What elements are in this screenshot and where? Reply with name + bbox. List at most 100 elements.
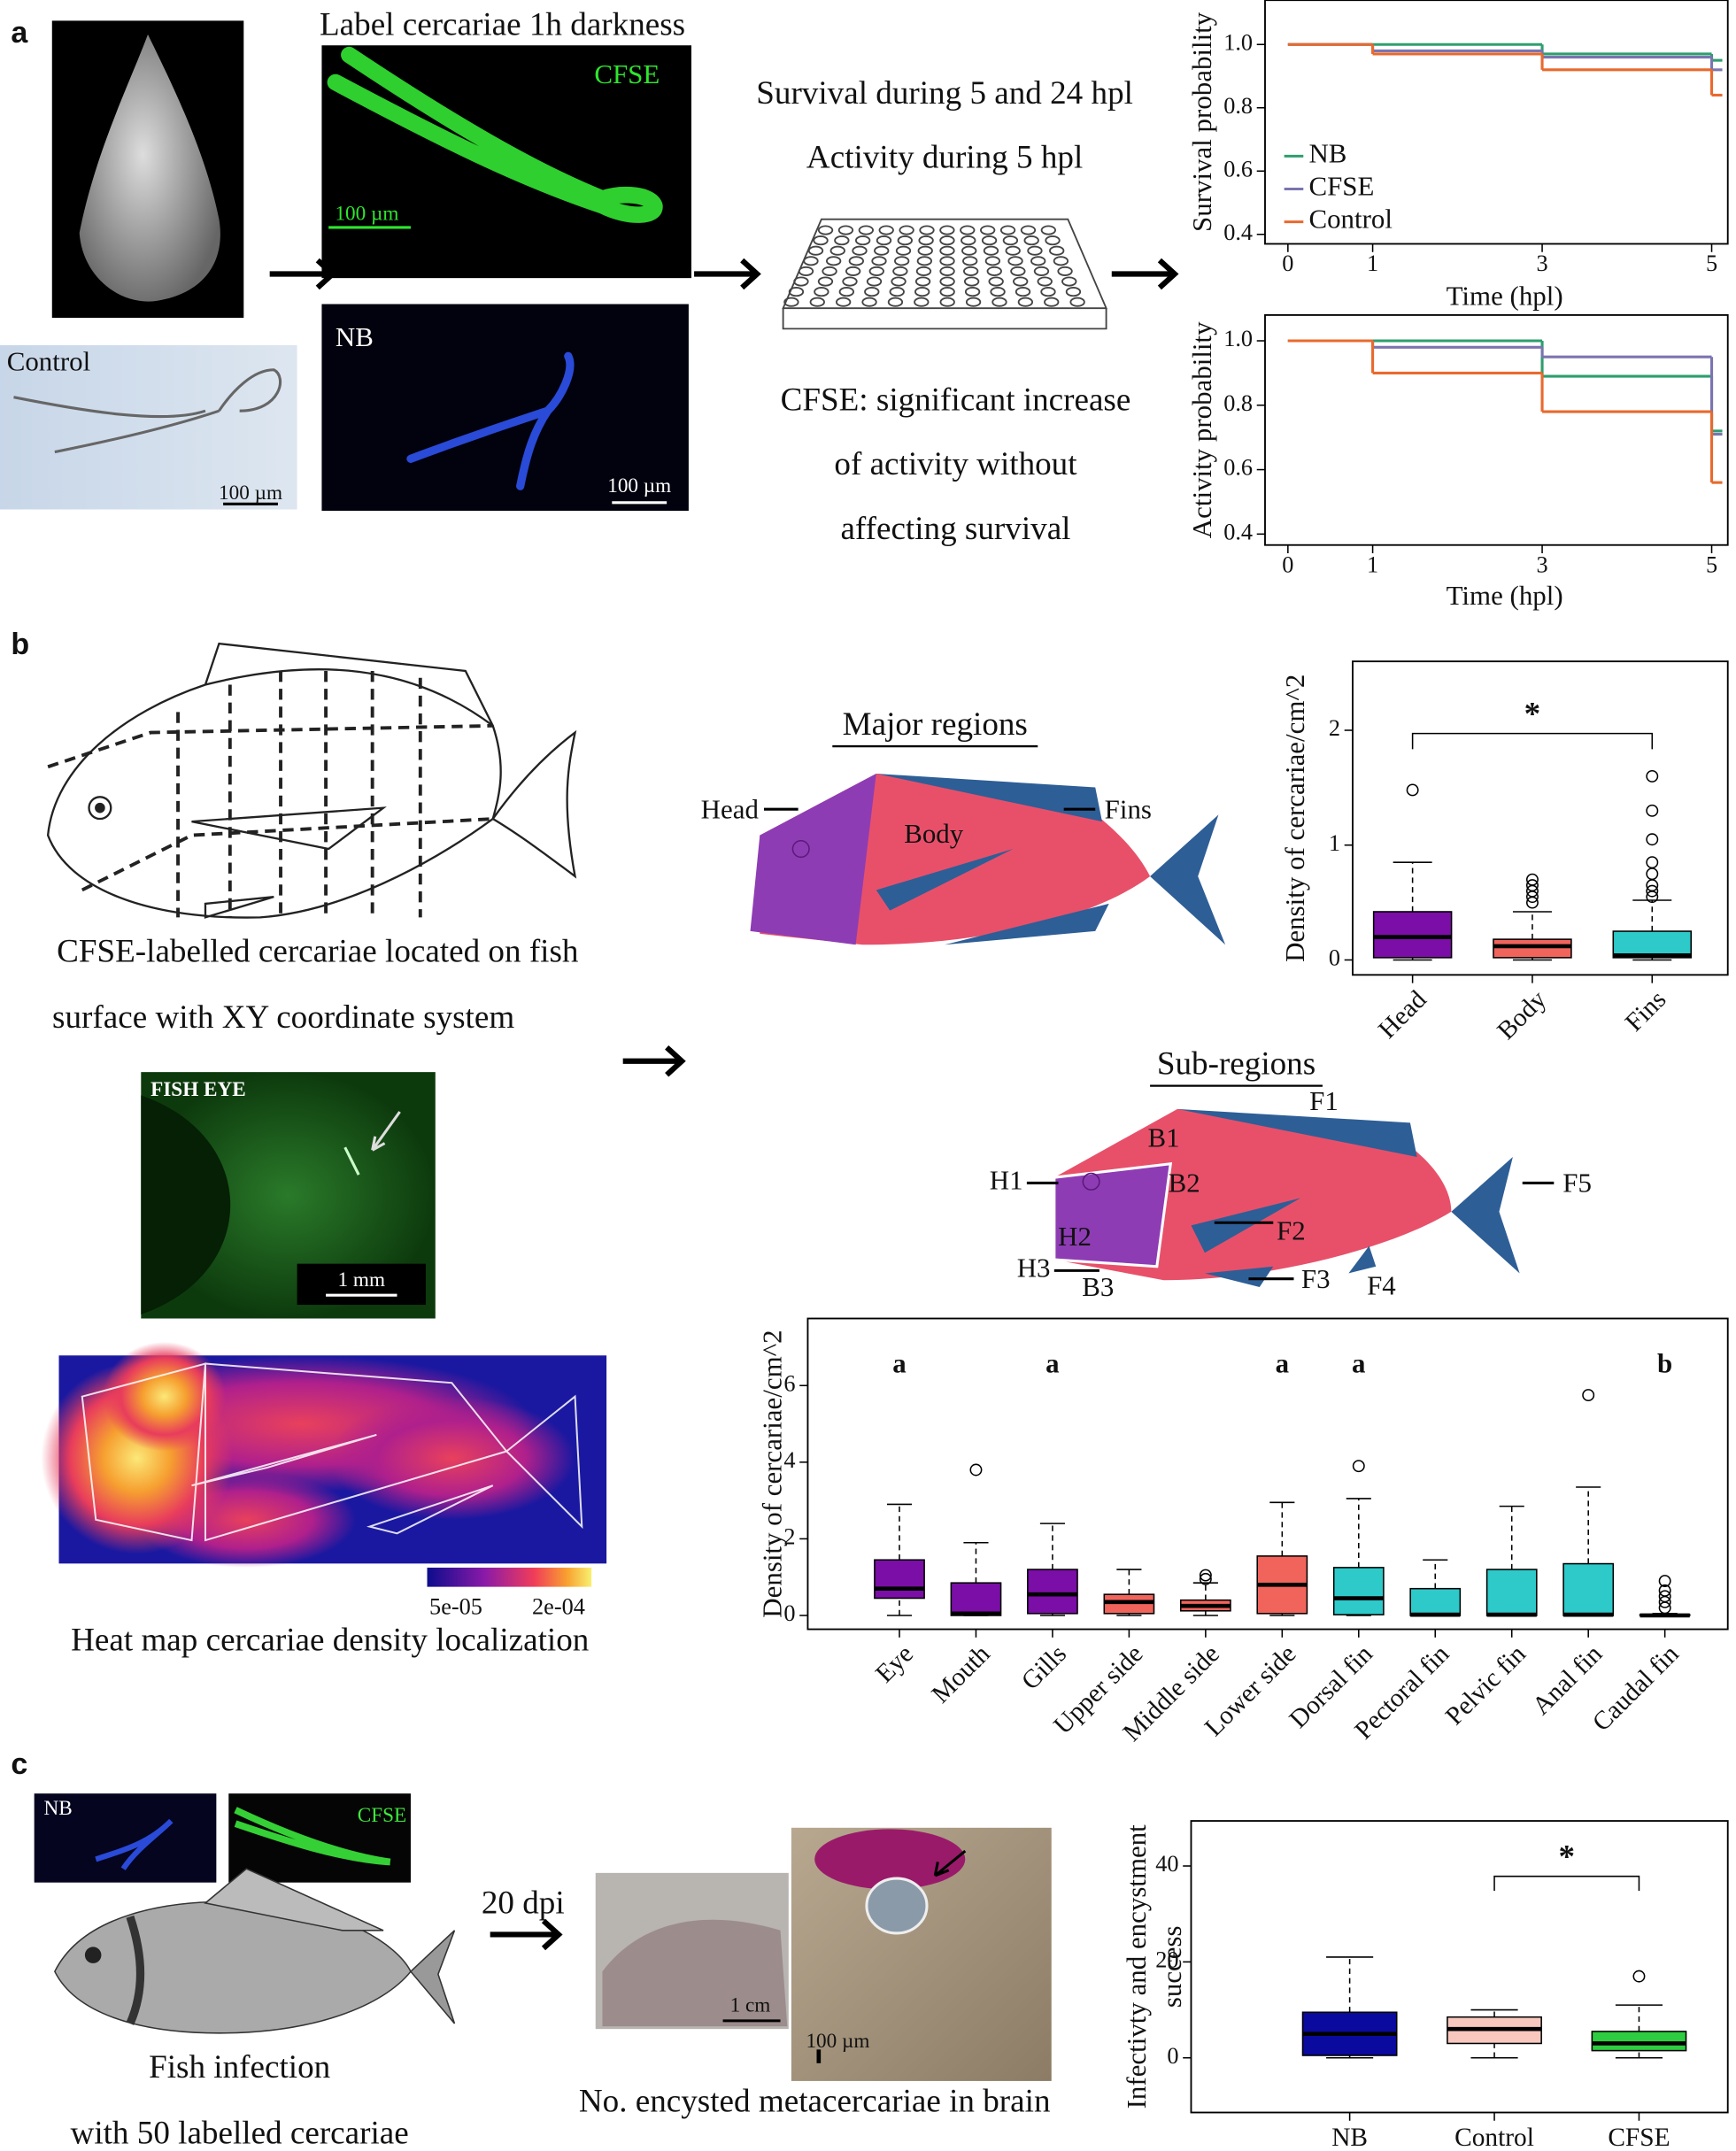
region-label: B3 bbox=[1082, 1271, 1114, 1302]
plot-frame bbox=[1190, 1820, 1729, 2114]
x-tick-label: Control bbox=[1454, 2124, 1534, 2151]
section-title: Sub-regions bbox=[1157, 1045, 1316, 1082]
outlier bbox=[1646, 804, 1659, 817]
fish-sub bbox=[1053, 1108, 1520, 1287]
x-tick-label: Head bbox=[1373, 985, 1432, 1045]
well bbox=[983, 245, 999, 256]
well bbox=[990, 287, 1006, 297]
region-label: H2 bbox=[1058, 1221, 1092, 1252]
legend-label: CFSE bbox=[1308, 171, 1374, 202]
metacercaria bbox=[865, 1877, 929, 1935]
x-tick-label: 5 bbox=[1706, 551, 1717, 577]
well bbox=[1015, 287, 1031, 297]
outlier bbox=[1658, 1575, 1671, 1587]
caption: Heat map cercariae density localization bbox=[71, 1623, 589, 1659]
y-tick-label: 2 bbox=[783, 1523, 795, 1549]
well bbox=[891, 276, 907, 287]
cercaria bbox=[327, 46, 663, 223]
colorbar bbox=[427, 1567, 592, 1587]
leaders bbox=[1026, 1181, 1555, 1281]
well bbox=[980, 225, 996, 235]
x-tick-label: Gills bbox=[1016, 1639, 1072, 1695]
well bbox=[919, 225, 935, 235]
well bbox=[1065, 287, 1082, 297]
outlier bbox=[1352, 1460, 1365, 1473]
image-tag: FISH EYE bbox=[150, 1078, 246, 1101]
arrows bbox=[269, 258, 1179, 1951]
outlier bbox=[1525, 879, 1539, 892]
well bbox=[813, 235, 829, 246]
x-tick-label: 3 bbox=[1536, 251, 1547, 276]
scale-label: 100 µm bbox=[806, 2030, 869, 2053]
arrow bbox=[371, 1111, 401, 1152]
well bbox=[1007, 256, 1023, 266]
fish-head bbox=[602, 1919, 788, 2027]
well bbox=[939, 287, 955, 297]
cercaria bbox=[406, 351, 575, 490]
result-text: of activity without bbox=[834, 446, 1077, 482]
region-label: Body bbox=[904, 818, 964, 849]
well bbox=[809, 297, 825, 307]
well bbox=[858, 225, 874, 235]
well bbox=[834, 235, 850, 246]
well bbox=[1017, 297, 1034, 307]
step-title: Label cercariae 1h darkness bbox=[320, 7, 685, 43]
well bbox=[783, 297, 799, 307]
well bbox=[825, 256, 842, 266]
well bbox=[842, 276, 858, 287]
x-tick-label: Body bbox=[1492, 985, 1552, 1045]
region-label: F4 bbox=[1367, 1270, 1396, 1301]
plot-frame bbox=[1264, 313, 1729, 546]
well bbox=[1040, 225, 1056, 235]
x-tick-label: 1 bbox=[1367, 251, 1378, 276]
y-axis-label: Infectivty and encystment bbox=[1121, 1824, 1152, 2109]
region-label: B2 bbox=[1169, 1168, 1200, 1199]
well bbox=[939, 256, 955, 266]
well bbox=[999, 225, 1016, 235]
well bbox=[845, 266, 861, 276]
box bbox=[1409, 1587, 1462, 1616]
region-label: B1 bbox=[1148, 1122, 1180, 1153]
significance-bracket bbox=[1493, 1875, 1640, 1892]
y-tick-label: 1.0 bbox=[1223, 29, 1253, 55]
well bbox=[961, 245, 977, 256]
scale-label: 1 mm bbox=[338, 1268, 385, 1291]
well bbox=[986, 266, 1002, 276]
well bbox=[1013, 276, 1029, 287]
well bbox=[817, 276, 834, 287]
y-tick-label: 1 bbox=[1329, 830, 1340, 856]
outlier bbox=[1646, 856, 1659, 869]
x-axis-label: Time (hpl) bbox=[1447, 280, 1563, 311]
well bbox=[1044, 297, 1060, 307]
well bbox=[917, 245, 933, 256]
box bbox=[1027, 1569, 1078, 1615]
y-tick-label: 0 bbox=[1167, 2043, 1178, 2069]
well bbox=[803, 256, 819, 266]
well bbox=[864, 287, 880, 297]
well bbox=[1030, 256, 1046, 266]
x-tick-label: 1 bbox=[1367, 551, 1378, 577]
well bbox=[899, 225, 914, 235]
well bbox=[1033, 266, 1050, 276]
well bbox=[836, 297, 852, 307]
well bbox=[852, 245, 868, 256]
well bbox=[892, 266, 908, 276]
cercaria bbox=[234, 1807, 391, 1866]
well bbox=[961, 235, 976, 246]
result-text: CFSE: significant increase bbox=[781, 382, 1131, 418]
x-tick-label: NB bbox=[1331, 2124, 1368, 2151]
box bbox=[1562, 1562, 1615, 1616]
assay-text: Activity during 5 hpl bbox=[806, 140, 1083, 176]
box bbox=[1485, 1569, 1538, 1616]
y-tick-label: 4 bbox=[783, 1447, 795, 1473]
y-axis-label: Activity probability bbox=[1186, 321, 1217, 538]
caption: CFSE-labelled cercariae located on fish bbox=[57, 934, 579, 970]
region-label: F2 bbox=[1277, 1215, 1306, 1246]
outlier bbox=[1658, 1584, 1671, 1597]
y-tick-label: 0.4 bbox=[1223, 519, 1253, 544]
well bbox=[874, 245, 890, 256]
well bbox=[963, 276, 980, 287]
significance-label: * bbox=[1524, 697, 1541, 733]
scale-label: 1 cm bbox=[730, 1994, 771, 2017]
